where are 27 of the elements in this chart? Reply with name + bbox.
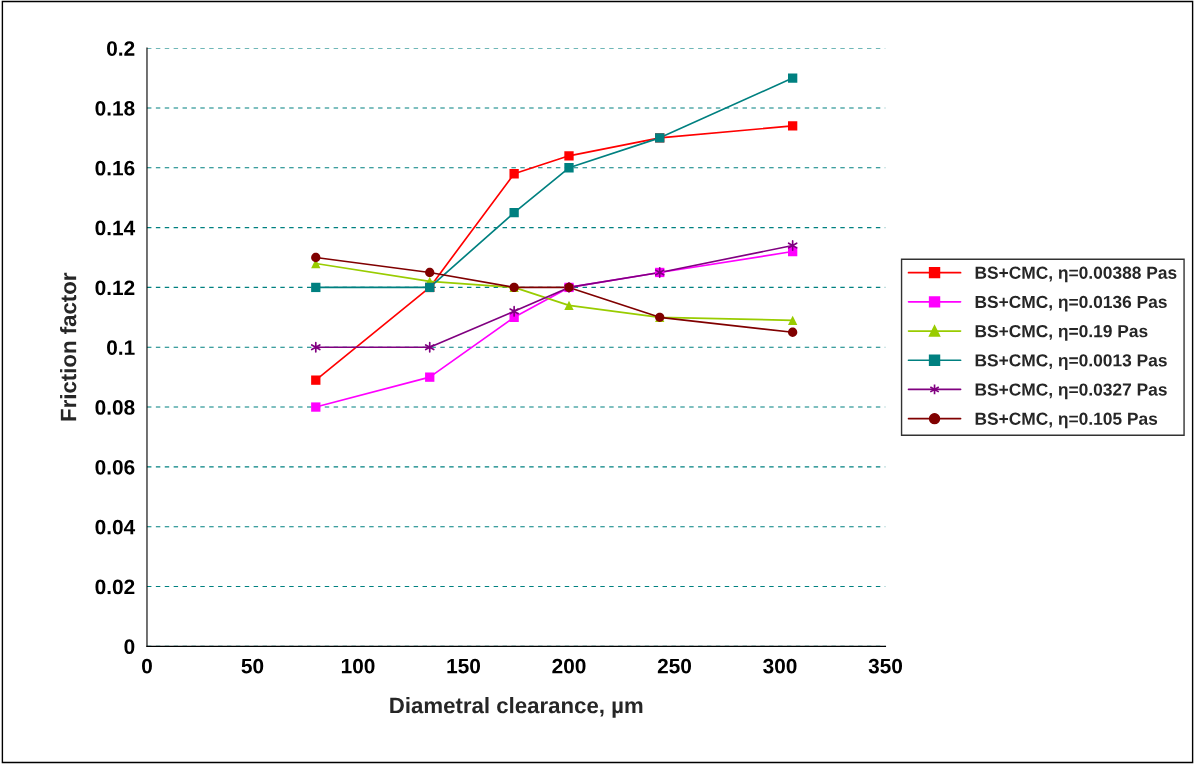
legend-label: BS+CMC, η=0.0136 Pas xyxy=(975,295,1167,312)
x-tick-label: 50 xyxy=(241,658,264,674)
x-tick-label: 250 xyxy=(657,658,692,674)
legend-label: BS+CMC, η=0.00388 Pas xyxy=(975,266,1177,283)
legend-label: BS+CMC, η=0.0327 Pas xyxy=(975,383,1167,400)
x-tick-label: 300 xyxy=(763,658,797,674)
y-tick-label: 0.16 xyxy=(95,160,135,176)
legend-label: BS+CMC, η=0.0013 Pas xyxy=(975,354,1167,370)
x-tick-label: 350 xyxy=(868,658,903,674)
legend-label: BS+CMC, η=0.19 Pas xyxy=(975,325,1148,341)
y-tick-label: 0.12 xyxy=(95,280,135,296)
y-tick-label: 0.06 xyxy=(95,459,135,475)
y-tick-label: 0.18 xyxy=(95,100,135,116)
y-tick-label: 0.14 xyxy=(95,220,136,236)
y-axis-title: Friction factor xyxy=(60,272,77,421)
y-tick-label: 0.08 xyxy=(95,400,135,415)
x-axis-title: Diametral clearance, µm xyxy=(390,697,643,718)
y-tick-label: 0 xyxy=(124,639,135,655)
y-tick-label: 0.1 xyxy=(107,340,135,355)
y-tick-label: 0.02 xyxy=(95,579,135,595)
x-tick-label: 200 xyxy=(552,658,586,674)
legend-label: BS+CMC, η=0.105 Pas xyxy=(975,412,1158,429)
x-tick-label: 100 xyxy=(341,658,375,674)
x-tick-label: 150 xyxy=(447,658,481,674)
y-tick-label: 0.2 xyxy=(107,41,135,56)
y-tick-label: 0.04 xyxy=(95,519,136,535)
x-tick-label: 0 xyxy=(142,658,152,674)
